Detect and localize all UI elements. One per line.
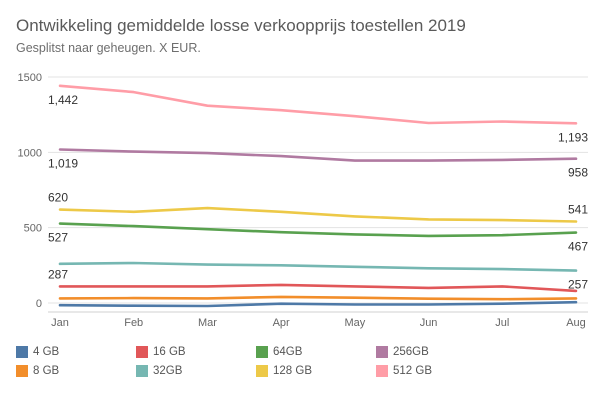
legend-label: 4 GB	[33, 346, 60, 358]
legend-swatch	[136, 365, 148, 377]
legend-item: 16 GB	[136, 346, 186, 358]
legend-swatch	[376, 346, 388, 358]
legend-item: 32GB	[136, 365, 182, 377]
series-line	[58, 222, 578, 238]
data-label: 527	[48, 231, 68, 245]
legend-item: 128 GB	[256, 365, 312, 377]
series-line	[58, 84, 578, 125]
data-label: 1,193	[558, 130, 588, 144]
series-line	[58, 295, 578, 301]
data-label: 1,442	[48, 93, 78, 107]
x-tick-label: May	[344, 317, 365, 329]
series-line	[58, 300, 578, 308]
legend-swatch	[136, 346, 148, 358]
legend-swatch	[376, 365, 388, 377]
legend-swatch	[16, 346, 28, 358]
legend-item: 4 GB	[16, 346, 59, 358]
legend-item: 256GB	[376, 346, 429, 358]
x-tick-label: Jun	[420, 317, 438, 329]
y-tick-label: 0	[36, 298, 42, 310]
series-line	[58, 206, 578, 223]
y-tick-label: 1500	[18, 72, 42, 84]
legend-label: 128 GB	[273, 365, 312, 377]
legend-label: 8 GB	[33, 365, 60, 377]
legend-label: 32GB	[153, 365, 183, 377]
data-label: 1,019	[48, 156, 78, 170]
legend-item: 512 GB	[376, 365, 432, 377]
legend-label: 256GB	[393, 346, 429, 358]
data-label: 541	[568, 202, 588, 216]
x-tick-label: Jul	[495, 317, 509, 329]
legend-swatch	[256, 346, 268, 358]
x-tick-label: Apr	[273, 317, 290, 329]
series-line	[58, 148, 578, 162]
y-tick-label: 1000	[18, 147, 42, 159]
series-line	[58, 283, 578, 293]
legend-label: 16 GB	[153, 346, 186, 358]
legend-item: 8 GB	[16, 365, 59, 377]
line-chart: 1,442 1,193 1,019 958 620 541 527 467 287 257 0 50…	[18, 72, 589, 329]
x-tick-label: Feb	[124, 317, 143, 329]
data-label: 287	[48, 267, 68, 281]
y-tick-label: 500	[24, 223, 42, 235]
x-tick-label: Jan	[51, 317, 69, 329]
x-tick-label: Mar	[198, 317, 217, 329]
series-line	[58, 261, 578, 272]
chart-subtitle: Gesplitst naar geheugen. X EUR.	[16, 41, 201, 55]
legend-item: 64GB	[256, 346, 302, 358]
x-tick-label: Aug	[566, 317, 586, 329]
data-label: 620	[48, 191, 68, 205]
legend-label: 512 GB	[393, 365, 432, 377]
data-label: 958	[568, 166, 588, 180]
legend-swatch	[256, 365, 268, 377]
data-label: 467	[568, 240, 588, 254]
data-label: 257	[568, 278, 588, 292]
legend-swatch	[16, 365, 28, 377]
chart-title: Ontwikkeling gemiddelde losse verkooppri…	[16, 16, 466, 35]
legend-label: 64GB	[273, 346, 303, 358]
